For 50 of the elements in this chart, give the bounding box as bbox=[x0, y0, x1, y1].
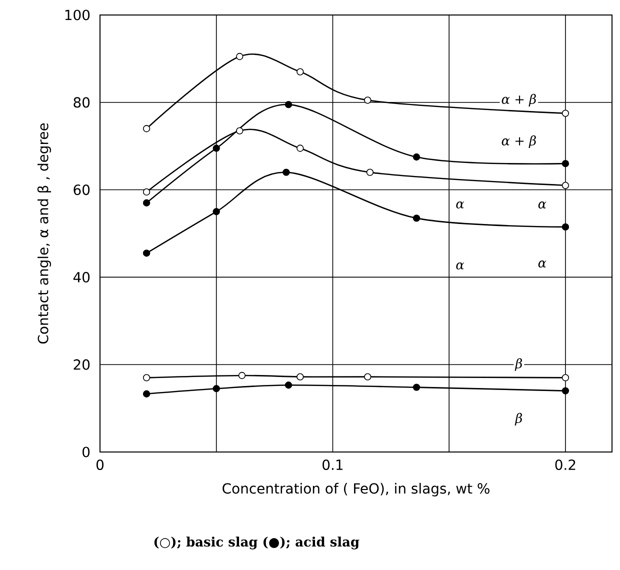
y-tick-label: 40 bbox=[73, 272, 90, 282]
point bbox=[562, 160, 570, 168]
point bbox=[364, 96, 372, 104]
point bbox=[282, 168, 290, 176]
y-tick-label: 100 bbox=[65, 10, 90, 20]
point bbox=[284, 382, 292, 389]
y-axis-title: Contact angle, α and β , degree bbox=[37, 123, 52, 344]
point bbox=[296, 68, 304, 76]
point bbox=[212, 208, 220, 216]
x-axis-title: Concentration of ( FeO), in slags, wt % bbox=[222, 482, 490, 496]
point bbox=[296, 373, 304, 380]
point bbox=[364, 373, 372, 380]
point bbox=[142, 199, 150, 206]
point bbox=[142, 390, 150, 398]
text: (○); basic slag (●); acid slag bbox=[154, 536, 360, 550]
text: α bbox=[538, 260, 546, 268]
point bbox=[142, 188, 150, 196]
point bbox=[412, 214, 420, 222]
annotation: α bbox=[456, 262, 464, 270]
series-label: β bbox=[514, 412, 522, 426]
annotation: α bbox=[456, 201, 464, 209]
point bbox=[142, 374, 150, 382]
point bbox=[142, 125, 150, 132]
point bbox=[562, 374, 570, 382]
point bbox=[562, 182, 570, 190]
point bbox=[236, 52, 244, 60]
y-tick-label: 60 bbox=[74, 184, 90, 196]
y-tick-label: 80 bbox=[74, 97, 90, 108]
x-tick-label: 0.1 bbox=[322, 459, 343, 470]
y-tick-label: 20 bbox=[74, 359, 90, 370]
point bbox=[236, 127, 244, 134]
point bbox=[238, 372, 246, 380]
x-tick-label: 0.2 bbox=[555, 459, 576, 470]
series-label: α bbox=[538, 202, 546, 209]
point bbox=[366, 168, 374, 176]
y-tick-label: 0 bbox=[82, 446, 90, 458]
point bbox=[562, 387, 570, 394]
x-tick-label: 0 bbox=[96, 459, 104, 470]
point bbox=[412, 384, 420, 391]
point bbox=[562, 110, 570, 117]
point bbox=[142, 250, 150, 257]
point bbox=[212, 144, 220, 152]
point bbox=[296, 144, 304, 152]
point bbox=[212, 385, 220, 392]
point bbox=[284, 100, 292, 108]
series-label: β bbox=[514, 358, 522, 371]
series-label: α + β bbox=[502, 135, 536, 148]
series-label: α + β bbox=[502, 94, 536, 106]
point bbox=[412, 153, 420, 161]
point bbox=[562, 223, 570, 231]
